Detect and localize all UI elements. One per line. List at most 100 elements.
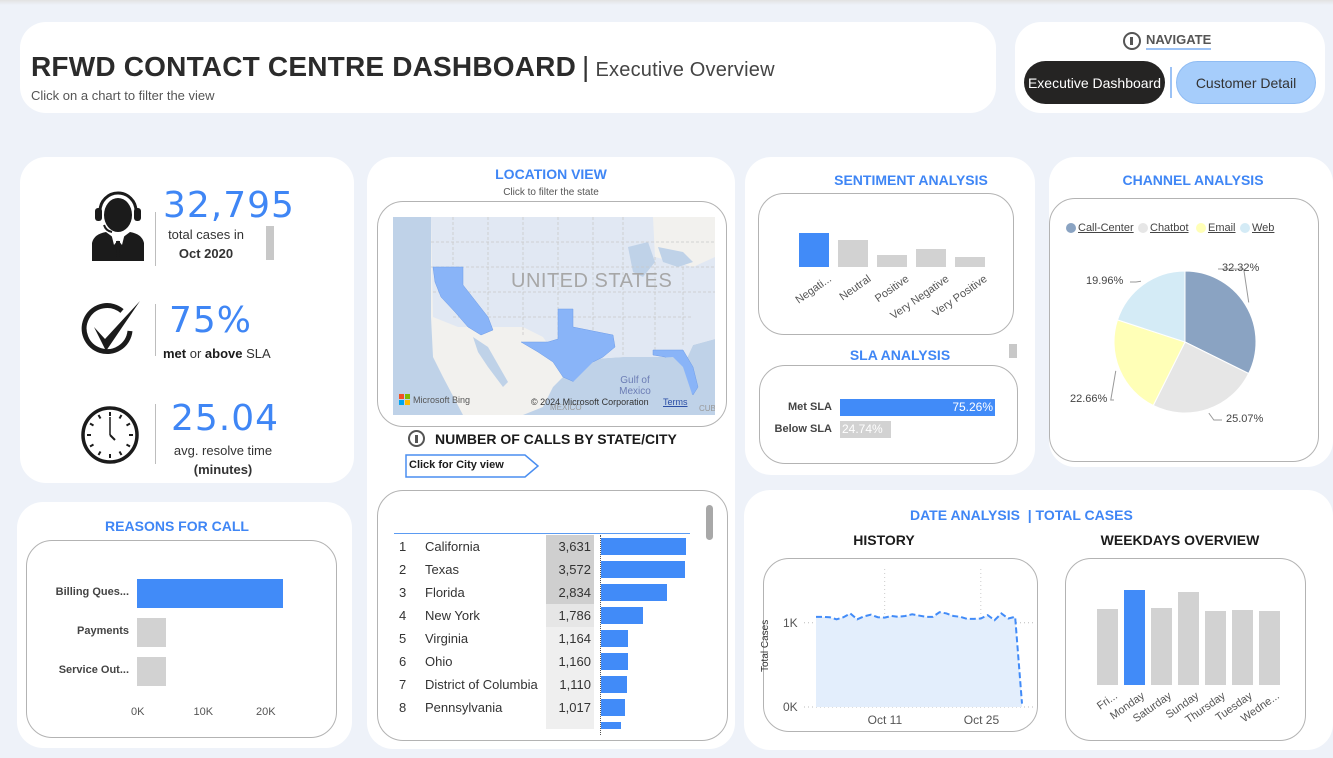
state-name: New York	[425, 608, 480, 623]
city-view-button[interactable]: Click for City view	[405, 454, 539, 478]
table-row[interactable]: 8 Pennsylvania 1,017	[378, 696, 708, 719]
calls-by-state-heading: NUMBER OF CALLS BY STATE/CITY	[408, 430, 677, 447]
call-bar[interactable]	[601, 538, 686, 555]
kpi-card: 32,795 total cases in Oct 2020 75% met o…	[20, 157, 354, 483]
state-name: Ohio	[425, 654, 453, 669]
weekdays-chart[interactable]: Fri... Monday Saturday Sunday Thursday Tuesda…	[1065, 558, 1306, 741]
history-line[interactable]	[816, 611, 1023, 704]
location-title: LOCATION VIEW	[495, 166, 607, 182]
legend-item[interactable]: Chatbot	[1138, 222, 1189, 234]
map-terms-link[interactable]: Terms	[663, 397, 688, 407]
state-table[interactable]: 1 California 3,631 2 Texas 3,572 3 Florida 2,834…	[377, 490, 728, 741]
history-chart[interactable]: Total Cases 1K 0K Oct 11 Oct 25	[760, 558, 1038, 732]
clock-icon	[81, 406, 139, 464]
call-bar[interactable]	[601, 699, 625, 716]
call-count: 3,572	[546, 558, 594, 581]
map-copyright: © 2024 Microsoft Corporation	[531, 397, 649, 407]
header-card: RFWD CONTACT CENTRE DASHBOARD | Executive …	[20, 22, 996, 113]
pie-leader-line	[1130, 280, 1142, 283]
legend-dot-icon	[1138, 223, 1148, 233]
call-bar[interactable]	[601, 607, 643, 624]
table-row[interactable]: 3 Florida 2,834	[378, 581, 708, 604]
total-cases-label: total cases in Oct 2020	[160, 227, 252, 261]
sentiment-bar[interactable]	[877, 255, 907, 267]
reason-bar[interactable]	[137, 618, 167, 647]
gulf-water	[558, 357, 715, 415]
sentiment-chart[interactable]: Negati... Neutral Positive Very Negative Ver…	[758, 193, 1014, 335]
reason-bar[interactable]	[137, 579, 284, 608]
weekday-bar[interactable]	[1151, 608, 1172, 685]
reasons-chart[interactable]: Billing Ques... Payments Service Out... 0K 1…	[26, 540, 337, 738]
pie-slice[interactable]	[1184, 270, 1257, 375]
pie-percent-label: 32.32%	[1222, 262, 1260, 274]
sentiment-bar[interactable]	[955, 257, 985, 267]
map-gulf-label: Gulf of Mexico	[619, 375, 651, 397]
page-subtitle: Executive Overview	[595, 59, 775, 81]
period-label: Oct 2020	[178, 246, 234, 261]
legend-item[interactable]: Email	[1196, 222, 1236, 234]
customer-detail-button[interactable]: Customer Detail	[1176, 61, 1316, 104]
pie-leader-line	[1208, 412, 1222, 421]
map-country-label: UNITED STATES	[511, 270, 673, 292]
weekday-bar[interactable]	[1232, 610, 1253, 685]
y-axis-title: Total Cases	[760, 619, 771, 672]
sla-title: SLA ANALYSIS	[849, 347, 951, 363]
sentiment-bar[interactable]	[838, 239, 868, 267]
weekday-bar[interactable]	[1124, 590, 1145, 685]
table-scrollbar[interactable]	[706, 505, 713, 540]
table-row[interactable]: 5 Virginia 1,164	[378, 627, 708, 650]
table-row[interactable]: 6 Ohio 1,160	[378, 650, 708, 673]
sentiment-bar[interactable]	[799, 233, 829, 267]
rank: 7	[399, 677, 407, 692]
executive-dashboard-button[interactable]: Executive Dashboard	[1024, 61, 1165, 104]
navigate-title: NAVIGATE	[1146, 32, 1212, 50]
channel-chart[interactable]: Call-Center Chatbot Email Web 32.32% 25.07% 2…	[1049, 198, 1319, 462]
pie-slice[interactable]	[1116, 270, 1186, 343]
call-bar[interactable]	[601, 676, 627, 693]
city-view-label: Click for City view	[409, 459, 504, 471]
sla-bar[interactable]: 24.74%	[840, 421, 891, 438]
sla-label: met or above SLA	[163, 346, 271, 361]
check-circle-icon	[81, 301, 140, 354]
weekday-bar[interactable]	[1259, 611, 1280, 685]
sla-chart[interactable]: Met SLA 75.26% Below SLA 24.74%	[759, 365, 1018, 464]
call-bar[interactable]	[601, 630, 629, 647]
state-name: Florida	[425, 585, 465, 600]
pie-slice[interactable]	[1152, 341, 1250, 414]
rank: 5	[399, 631, 407, 646]
table-row[interactable]: 4 New York 1,786	[378, 604, 708, 627]
table-row[interactable]: 2 Texas 3,572	[378, 558, 708, 581]
legend-label: Call-Center	[1078, 222, 1134, 234]
map-frame: UNITED STATES Gulf of Mexico MEXICO CUB …	[377, 201, 727, 427]
pie-chart	[1110, 268, 1257, 421]
info-icon[interactable]	[1123, 32, 1141, 50]
resolve-caption: avg. resolve time	[173, 443, 273, 458]
call-count: 3,631	[546, 535, 594, 558]
nav-divider	[1170, 67, 1172, 98]
date-title: DATE ANALYSIS | TOTAL CASES	[910, 507, 1133, 523]
info-icon[interactable]	[408, 430, 425, 447]
call-bar[interactable]	[601, 722, 621, 729]
weekday-bar[interactable]	[1178, 591, 1199, 685]
table-row[interactable]: 1 California 3,631	[378, 535, 708, 558]
table-row[interactable]: 7 District of Columbia 1,110	[378, 673, 708, 696]
call-count: 1,110	[546, 673, 594, 696]
weekday-bar[interactable]	[1097, 609, 1118, 685]
us-map[interactable]: UNITED STATES Gulf of Mexico MEXICO CUB …	[393, 217, 715, 415]
legend-item[interactable]: Web	[1240, 222, 1274, 234]
reason-bar[interactable]	[137, 657, 167, 686]
call-bar[interactable]	[601, 653, 629, 670]
dashboard-title: RFWD CONTACT CENTRE DASHBOARD	[31, 51, 577, 82]
sla-bar[interactable]: 75.26%	[840, 399, 996, 416]
kpi-scrollbar[interactable]	[266, 226, 274, 260]
legend-label: Web	[1252, 222, 1275, 234]
call-bar[interactable]	[601, 561, 685, 578]
call-count: 1,164	[546, 627, 594, 650]
weekday-bar[interactable]	[1205, 611, 1226, 685]
pie-slice[interactable]	[1113, 319, 1186, 407]
state-california[interactable]	[432, 266, 494, 336]
sla-scrollbar[interactable]	[1009, 344, 1017, 358]
call-bar[interactable]	[601, 584, 668, 601]
legend-item[interactable]: Call-Center	[1066, 222, 1134, 234]
sentiment-bar[interactable]	[916, 248, 946, 267]
